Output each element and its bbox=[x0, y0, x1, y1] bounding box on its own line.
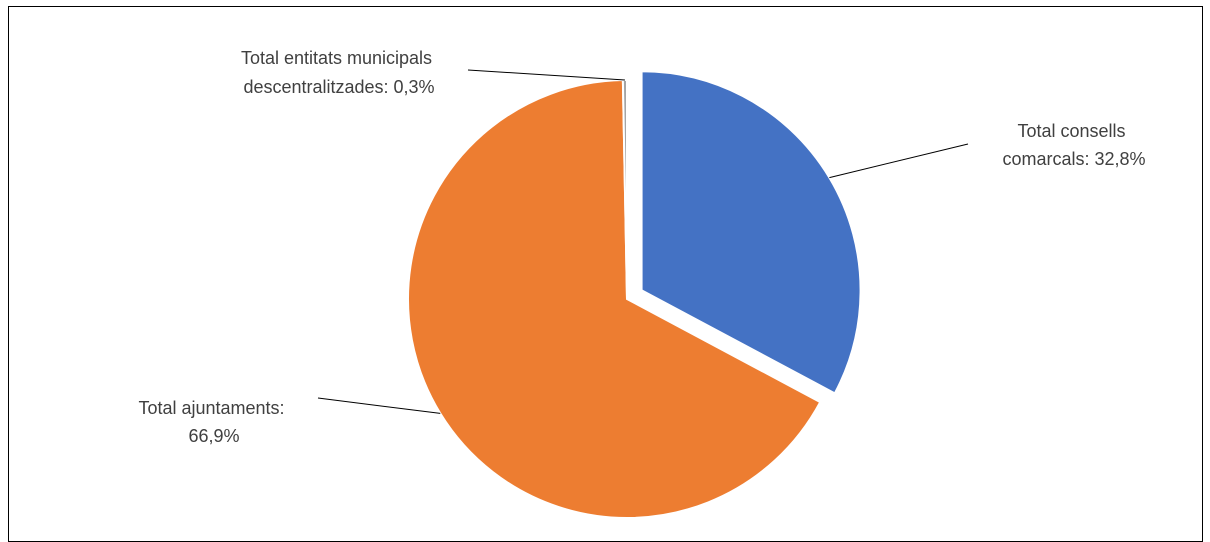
label-consells-line2: comarcals: 32,8% bbox=[1002, 149, 1145, 169]
leader-line-1 bbox=[317, 397, 441, 414]
leader-lines bbox=[317, 69, 969, 414]
pie-slice-0 bbox=[640, 70, 862, 395]
label-entitats-line1: Total entitats municipals bbox=[241, 48, 432, 68]
label-consells-line1: Total consells bbox=[1017, 121, 1125, 141]
leader-line-2 bbox=[467, 69, 625, 81]
label-entitats: Total entitats municipals descentralitza… bbox=[241, 48, 437, 97]
label-ajuntaments: Total ajuntaments: 66,9% bbox=[138, 398, 289, 446]
label-entitats-line2: descentralitzades: 0,3% bbox=[243, 77, 434, 97]
pie-slices bbox=[407, 70, 862, 519]
pie-slice-1 bbox=[407, 79, 822, 519]
leader-line-0 bbox=[829, 143, 969, 179]
label-ajuntaments-line2: 66,9% bbox=[188, 426, 239, 446]
label-ajuntaments-line1: Total ajuntaments: bbox=[138, 398, 284, 418]
label-consells: Total consells comarcals: 32,8% bbox=[1002, 121, 1145, 169]
